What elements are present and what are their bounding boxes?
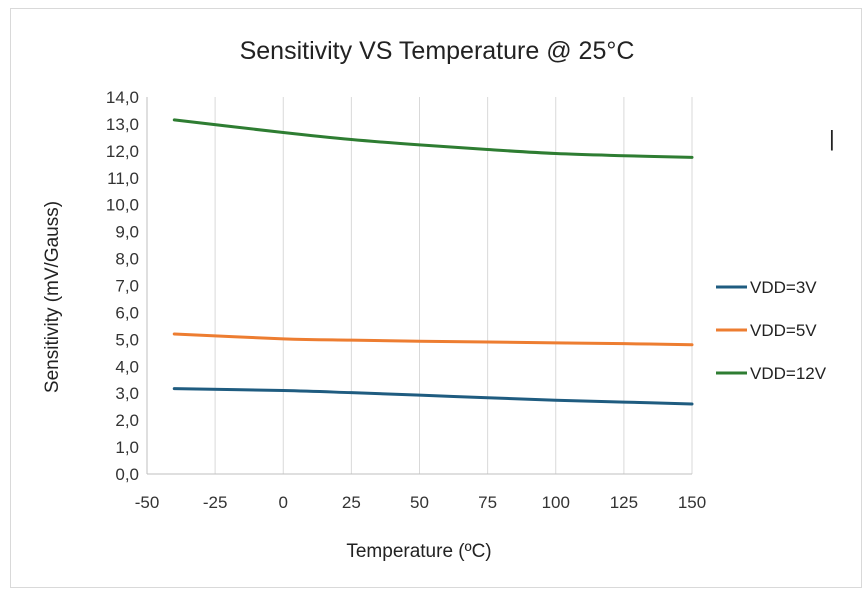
series-line-vdd-5v: [172, 332, 694, 347]
y-tick-label: 6,0: [115, 303, 139, 322]
x-tick-label: 50: [410, 493, 429, 512]
y-tick-label: 11,0: [107, 169, 139, 188]
x-axis-title: Temperature (ºC): [346, 541, 491, 562]
series-lines: [172, 118, 694, 406]
y-tick-labels: 0,0 1,0 2,0 3,0 4,0 5,0 6,0 7,0 8,0 9,0 10,0 11,0 12…: [106, 88, 139, 484]
chart-area: Sensitivity VS Temperature @ 25°C -50 -25…: [10, 8, 862, 588]
series-line-vdd-12v: [172, 118, 694, 159]
chart-svg: Sensitivity VS Temperature @ 25°C -50 -25…: [42, 37, 835, 562]
y-tick-label: 9,0: [115, 223, 139, 242]
gridlines: [214, 97, 693, 474]
legend-label-vdd-5v: VDD=5V: [750, 321, 817, 340]
x-tick-label: 75: [478, 493, 497, 512]
series-line-vdd-3v: [172, 387, 694, 406]
y-tick-label: 7,0: [115, 277, 139, 296]
y-tick-label: 3,0: [115, 384, 139, 403]
y-axis-title: Sensitivity (mV/Gauss): [42, 201, 63, 393]
chart-title: Sensitivity VS Temperature @ 25°C: [240, 37, 635, 65]
y-tick-label: 10,0: [106, 196, 139, 215]
x-tick-label: 100: [542, 493, 570, 512]
x-tick-label: 0: [279, 493, 288, 512]
y-tick-label: 8,0: [115, 250, 139, 269]
legend: VDD=3V VDD=5V VDD=12V: [716, 278, 827, 383]
x-tick-labels: -50 -25 0 25 50 75 100 125 150: [135, 493, 706, 512]
x-tick-label: 150: [678, 493, 706, 512]
y-tick-label: 0,0: [115, 465, 139, 484]
x-tick-label: 25: [342, 493, 361, 512]
y-tick-label: 5,0: [115, 330, 139, 349]
x-tick-label: 125: [610, 493, 638, 512]
y-tick-label: 13,0: [106, 115, 139, 134]
y-tick-label: 12,0: [106, 142, 139, 161]
x-tick-label: -25: [203, 493, 228, 512]
axes: [146, 97, 692, 475]
y-tick-label: 1,0: [115, 438, 139, 457]
x-tick-label: -50: [135, 493, 160, 512]
y-tick-label: 2,0: [115, 411, 139, 430]
y-tick-label: 4,0: [115, 357, 139, 376]
legend-label-vdd-12v: VDD=12V: [750, 364, 827, 383]
y-tick-label: 14,0: [106, 88, 139, 107]
legend-label-vdd-3v: VDD=3V: [750, 278, 817, 297]
annotation-mark: |: [829, 126, 835, 151]
